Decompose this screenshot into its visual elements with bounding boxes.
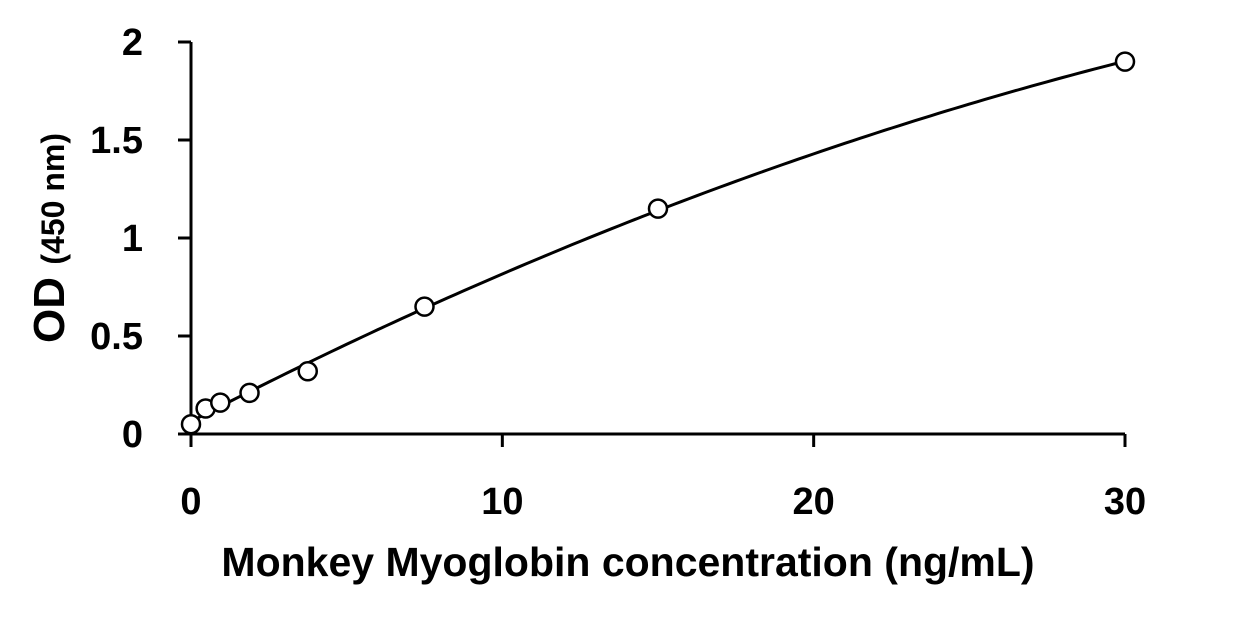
- y-tick-label: 1: [122, 218, 143, 260]
- data-point: [297, 361, 318, 382]
- y-tick-label: 2: [122, 22, 143, 64]
- x-axis-title: Monkey Myoglobin concentration (ng/mL): [221, 539, 1034, 585]
- fit-curve: [190, 59, 1126, 423]
- y-tick-label: 1.5: [90, 120, 143, 162]
- y-axis-title-main: OD: [25, 277, 74, 343]
- y-tick-label: 0: [122, 414, 143, 456]
- y-tick-label: 0.5: [90, 316, 143, 358]
- data-point: [414, 296, 435, 317]
- data-points: [180, 51, 1136, 435]
- x-ticks: 0 10 20 30: [180, 434, 1146, 523]
- data-point: [180, 413, 202, 435]
- y-axis-title-unit: (450 nm): [35, 133, 71, 265]
- y-axis: 0 0.5 1 1.5 2: [90, 22, 193, 456]
- x-tick-label: 30: [1104, 481, 1146, 523]
- x-axis: 0 10 20 30: [180, 432, 1146, 523]
- y-axis-title: OD (450 nm): [25, 133, 74, 343]
- data-point: [647, 198, 669, 219]
- data-point: [1114, 51, 1136, 72]
- y-ticks: 0 0.5 1 1.5 2: [90, 22, 191, 456]
- data-point: [239, 382, 260, 404]
- x-tick-label: 10: [481, 481, 523, 523]
- data-point: [210, 392, 231, 413]
- x-tick-label: 20: [793, 481, 835, 523]
- x-tick-label: 0: [180, 481, 201, 523]
